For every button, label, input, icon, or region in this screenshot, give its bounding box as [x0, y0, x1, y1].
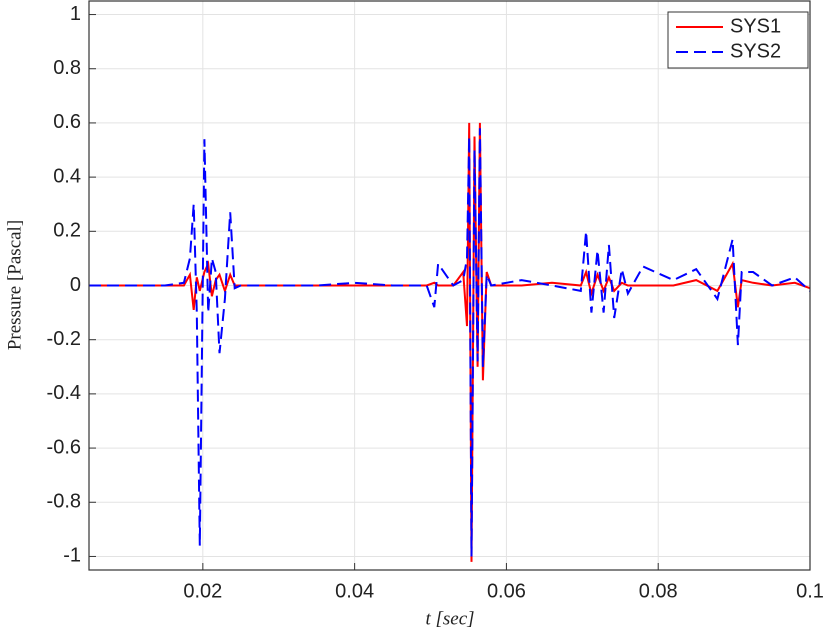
y-tick-label: -0.8: [47, 491, 81, 513]
x-tick-label: 0.1: [796, 580, 824, 602]
legend-box: [667, 11, 809, 69]
x-tick-label: 0.02: [183, 580, 222, 602]
y-tick-label: 0.8: [53, 57, 81, 79]
series-line: [89, 122, 811, 562]
y-tick-label: -0.6: [47, 436, 81, 458]
x-axis-label: t [sec]: [425, 608, 474, 629]
series-line: [89, 128, 811, 557]
x-tick-label: 0.08: [639, 580, 678, 602]
y-tick-label: 0.4: [53, 165, 81, 187]
y-tick-label: 0: [70, 274, 81, 296]
y-tick-label: 0.6: [53, 111, 81, 133]
y-axis-label: Pressure [Pascal]: [4, 220, 25, 350]
legend-label: SYS1: [730, 15, 781, 37]
axes-frame: [88, 0, 811, 571]
y-tick-label: -0.2: [47, 328, 81, 350]
y-tick-label: -0.4: [47, 382, 81, 404]
x-tick-label: 0.04: [335, 580, 374, 602]
legend: SYS1 SYS2: [667, 11, 809, 69]
x-tick-label: 0.06: [487, 580, 526, 602]
legend-label: SYS2: [730, 40, 781, 62]
y-tick-label: 1: [70, 3, 81, 25]
y-tick-label: 0.2: [53, 220, 81, 242]
y-tick-label: -1: [63, 545, 81, 567]
